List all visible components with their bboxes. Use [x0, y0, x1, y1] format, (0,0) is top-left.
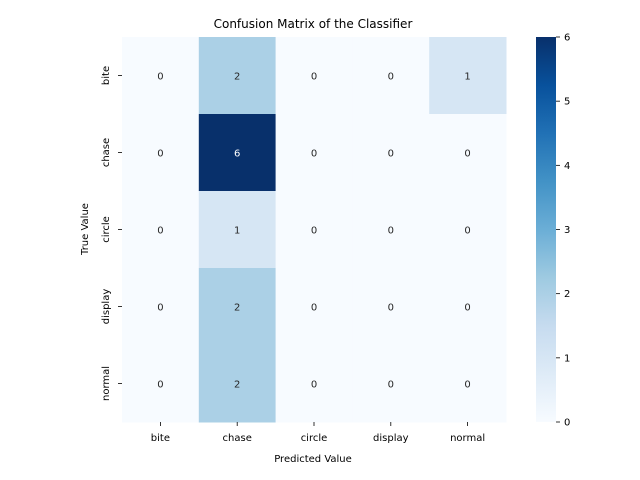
x-tick-label: chase — [223, 433, 252, 444]
colorbar-tick-label: 3 — [564, 225, 570, 236]
heatmap-cells: 0 2 0 0 1 0 6 0 0 0 0 1 0 0 0 0 2 0 0 0 0 2 0 0 0 — [122, 37, 507, 423]
x-tick-label: circle — [301, 433, 328, 444]
colorbar-tick-label: 6 — [564, 33, 570, 44]
heatmap-cell — [275, 191, 353, 269]
x-tick-label: bite — [151, 433, 170, 444]
cell-value-label: 0 — [388, 149, 394, 160]
colorbar-gradient — [536, 37, 556, 422]
heatmap-cell — [275, 114, 353, 192]
heatmap-cell — [429, 268, 507, 346]
y-tick-label: bite — [101, 66, 112, 85]
heatmap-cell — [122, 191, 200, 269]
cell-value-label: 0 — [157, 303, 163, 314]
colorbar-ticks: 0 1 2 3 4 5 6 — [556, 33, 570, 429]
cell-value-label: 0 — [464, 380, 470, 391]
heatmap-cell — [275, 268, 353, 346]
cell-value-label: 0 — [388, 226, 394, 237]
heatmap-cell — [352, 37, 430, 115]
cell-value-label: 0 — [464, 226, 470, 237]
heatmap-cell — [429, 114, 507, 192]
cell-value-label: 0 — [311, 149, 317, 160]
cell-value-label: 0 — [311, 72, 317, 83]
colorbar-tick-label: 0 — [564, 418, 570, 429]
chart-title: Confusion Matrix of the Classifier — [214, 17, 413, 31]
colorbar-tick-label: 5 — [564, 97, 570, 108]
cell-value-label: 2 — [234, 72, 240, 83]
x-axis-ticks: bite chase circle display normal — [151, 422, 485, 444]
cell-value-label: 0 — [311, 380, 317, 391]
cell-value-label: 0 — [388, 303, 394, 314]
cell-value-label: 2 — [234, 380, 240, 391]
heatmap-cell — [352, 268, 430, 346]
heatmap-cell — [198, 191, 277, 269]
cell-value-label: 2 — [234, 303, 240, 314]
heatmap-cell — [352, 191, 430, 269]
heatmap-cell — [429, 191, 507, 269]
heatmap-cell — [198, 345, 277, 423]
heatmap-cell — [198, 268, 277, 346]
heatmap-cell — [122, 114, 200, 192]
cell-value-label: 0 — [464, 149, 470, 160]
cell-value-label: 6 — [234, 149, 240, 160]
heatmap-cell — [429, 345, 507, 423]
cell-value-label: 0 — [157, 149, 163, 160]
colorbar-tick-label: 4 — [564, 161, 570, 172]
cell-value-label: 0 — [388, 380, 394, 391]
heatmap-cell — [198, 37, 277, 115]
cell-value-label: 1 — [464, 72, 470, 83]
x-tick-label: normal — [450, 433, 485, 444]
cell-value-label: 0 — [464, 303, 470, 314]
cell-value-label: 0 — [157, 226, 163, 237]
y-tick-label: circle — [101, 216, 112, 243]
cell-value-label: 0 — [157, 380, 163, 391]
y-tick-label: normal — [101, 366, 112, 401]
heatmap-cell — [198, 114, 277, 192]
cell-value-label: 0 — [311, 303, 317, 314]
colorbar-tick-label: 2 — [564, 289, 570, 300]
y-tick-label: chase — [101, 138, 112, 167]
cell-value-label: 1 — [234, 226, 240, 237]
cell-value-label: 0 — [388, 72, 394, 83]
heatmap-cell — [122, 345, 200, 423]
x-axis-label: Predicted Value — [274, 454, 352, 465]
heatmap-cell — [122, 37, 200, 115]
heatmap-cell — [429, 37, 507, 115]
heatmap-cell — [275, 345, 353, 423]
heatmap-cell — [352, 345, 430, 423]
y-axis-label: True Value — [80, 203, 91, 256]
y-axis-ticks: bite chase circle display normal — [101, 66, 122, 401]
heatmap-cell — [352, 114, 430, 192]
x-tick-label: display — [373, 433, 409, 444]
cell-value-label: 0 — [311, 226, 317, 237]
y-tick-label: display — [101, 289, 112, 325]
colorbar-tick-label: 1 — [564, 353, 570, 364]
heatmap-cell — [275, 37, 353, 115]
colorbar — [536, 37, 556, 422]
heatmap-cell — [122, 268, 200, 346]
cell-value-label: 0 — [157, 72, 163, 83]
